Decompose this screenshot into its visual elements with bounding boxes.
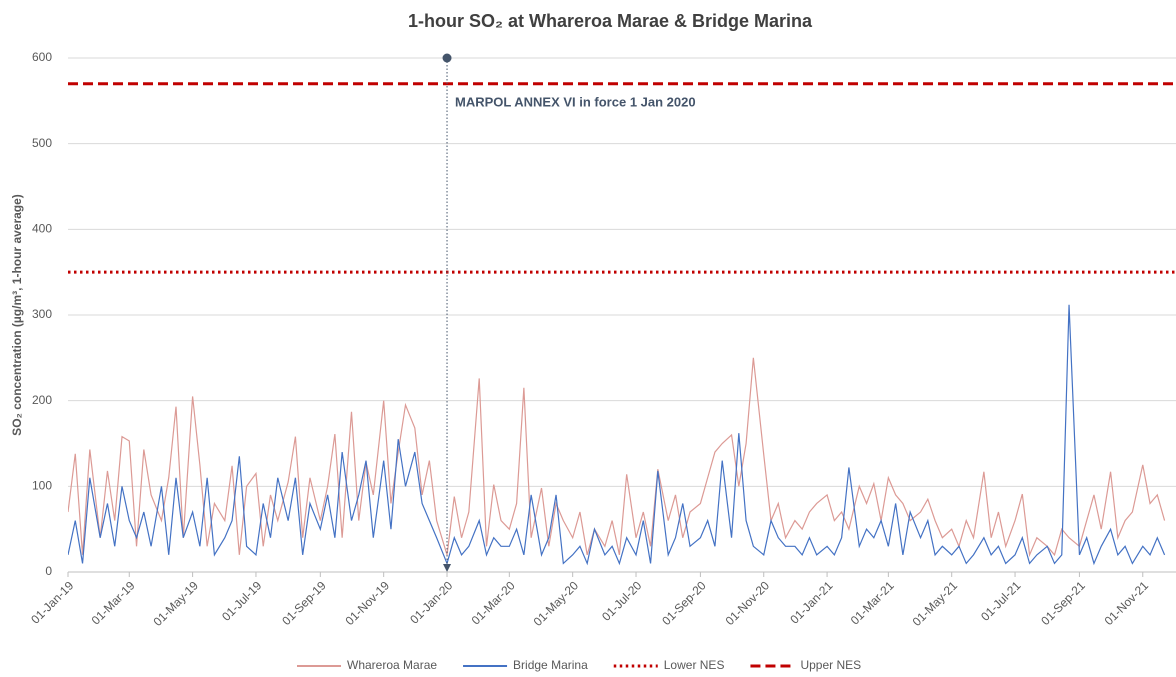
x-tick-label: 01-May-19 — [151, 578, 202, 629]
x-tick-label: 01-Jul-20 — [599, 578, 645, 624]
legend-item: Lower NES — [613, 658, 725, 672]
x-tick-label: 01-Sep-20 — [659, 578, 709, 628]
y-tick-label: 100 — [32, 479, 52, 493]
legend-item: Bridge Marina — [463, 658, 588, 672]
x-tick-label: 01-Jan-19 — [28, 578, 76, 626]
y-tick-label: 600 — [32, 50, 52, 64]
x-tick-label: 01-Nov-19 — [343, 578, 393, 628]
x-tick-label: 01-Mar-21 — [848, 578, 897, 627]
legend-label: Whareroa Marae — [347, 658, 437, 672]
y-axis-title: SO₂ concentration (µg/m³, 1-hour average… — [10, 194, 24, 436]
x-tick-label: 01-May-20 — [531, 578, 582, 629]
legend-item: Upper NES — [750, 658, 861, 672]
x-tick-label: 01-Nov-21 — [1102, 578, 1152, 628]
y-tick-label: 200 — [32, 393, 52, 407]
legend-label: Upper NES — [800, 658, 861, 672]
x-tick-label: 01-Mar-19 — [89, 578, 138, 627]
annotation-text: MARPOL ANNEX VI in force 1 Jan 2020 — [455, 94, 696, 109]
x-tick-label: 01-Jul-19 — [219, 578, 265, 624]
x-tick-label: 01-May-21 — [910, 578, 961, 629]
x-tick-label: 01-Sep-21 — [1038, 578, 1088, 628]
y-tick-label: 0 — [45, 564, 52, 578]
series-line — [68, 304, 1166, 566]
y-tick-label: 500 — [32, 136, 52, 150]
legend-label: Bridge Marina — [513, 658, 588, 672]
annotation-dot — [442, 53, 452, 63]
y-tick-label: 400 — [32, 222, 52, 236]
grid — [68, 57, 1176, 573]
x-tick-label: 01-Mar-20 — [469, 578, 518, 627]
annotation-arrow — [443, 564, 452, 572]
legend-item: Whareroa Marae — [297, 658, 437, 672]
x-tick-label: 01-Nov-20 — [723, 578, 773, 628]
y-tick-label: 300 — [32, 307, 52, 321]
x-tick-label: 01-Jul-21 — [978, 578, 1024, 624]
chart-title: 1-hour SO₂ at Whareroa Marae & Bridge Ma… — [408, 11, 813, 31]
x-tick-label: 01-Jan-20 — [407, 578, 455, 626]
x-tick-label: 01-Jan-21 — [787, 578, 835, 626]
legend-label: Lower NES — [664, 658, 725, 672]
plot-area — [68, 53, 1176, 572]
series-line — [68, 357, 1166, 558]
x-tick-label: 01-Sep-19 — [279, 578, 329, 628]
legend: Whareroa Marae Bridge Marina Lower NES Uppe… — [297, 658, 861, 672]
